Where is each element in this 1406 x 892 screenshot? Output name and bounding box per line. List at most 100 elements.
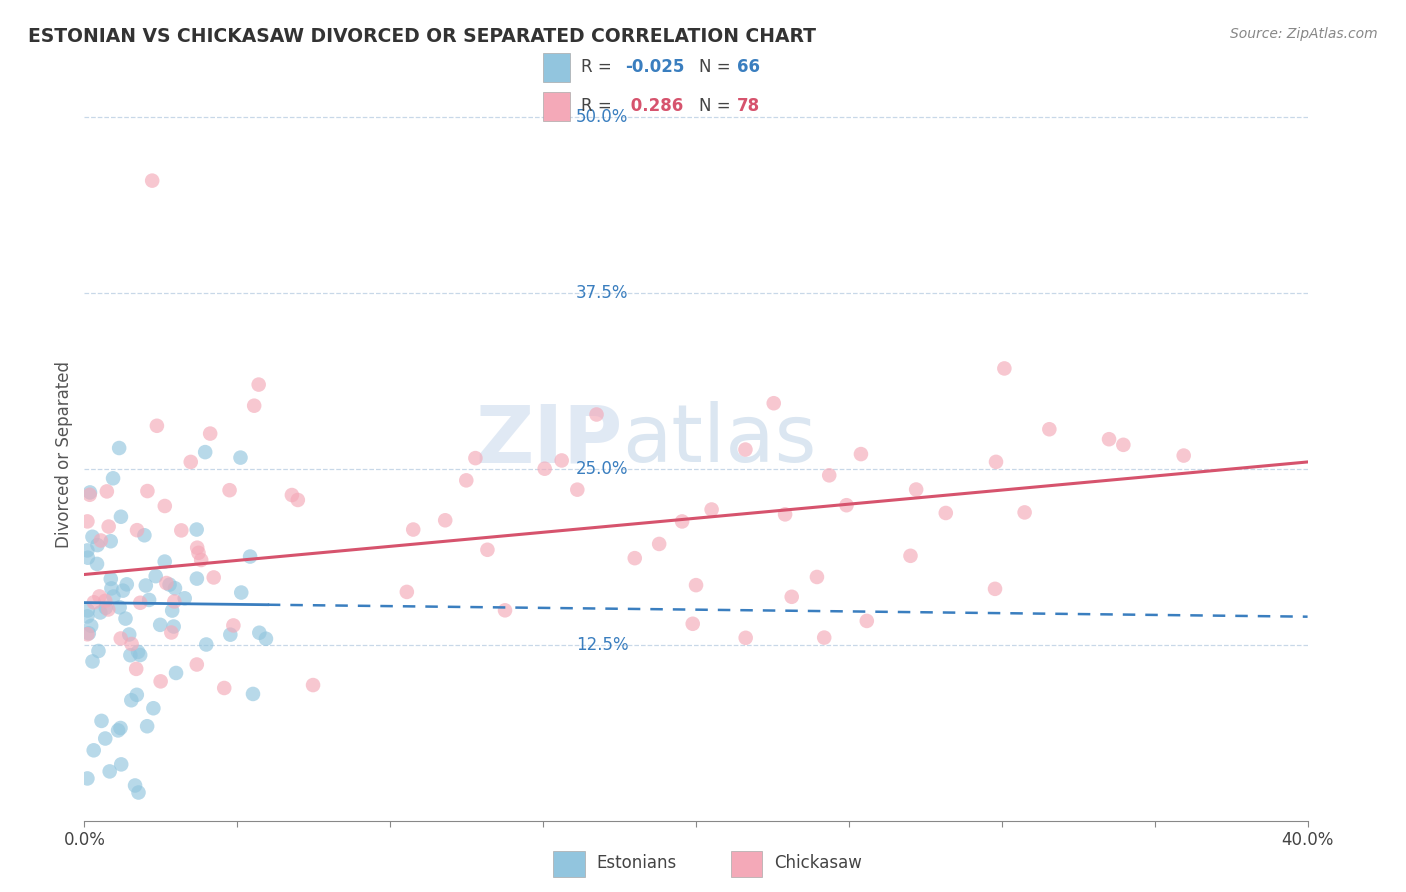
Point: [107, 723, 129, 738]
Point: [648, 537, 671, 551]
Text: ZIP: ZIP: [475, 401, 623, 479]
Point: [94, 594, 117, 608]
Point: [115, 577, 138, 591]
Point: [456, 474, 478, 488]
Point: [243, 399, 266, 413]
Point: [76, 550, 98, 565]
Point: [129, 648, 152, 662]
Point: [287, 493, 309, 508]
Point: [993, 361, 1015, 376]
Point: [281, 488, 304, 502]
Point: [623, 551, 645, 566]
Point: [849, 447, 872, 461]
Point: [163, 594, 186, 608]
Point: [90, 714, 112, 728]
Text: -0.025: -0.025: [624, 59, 685, 77]
Point: [163, 619, 186, 633]
Point: [165, 665, 187, 680]
Point: [82, 654, 104, 668]
Point: [110, 632, 132, 646]
Point: [1038, 422, 1060, 436]
Point: [110, 721, 132, 735]
Point: [198, 426, 221, 441]
Point: [402, 523, 425, 537]
Point: [806, 570, 828, 584]
Y-axis label: Divorced or Separated: Divorced or Separated: [55, 361, 73, 549]
Point: [100, 534, 122, 549]
Point: [202, 570, 225, 584]
Point: [1112, 438, 1135, 452]
Text: 37.5%: 37.5%: [576, 285, 628, 302]
Point: [120, 648, 142, 663]
Point: [125, 662, 148, 676]
Point: [247, 377, 270, 392]
Text: N =: N =: [699, 97, 730, 115]
Text: 12.5%: 12.5%: [576, 636, 628, 654]
Point: [187, 546, 209, 560]
Point: [98, 764, 121, 779]
Point: [110, 509, 132, 524]
Point: [186, 657, 208, 672]
Text: 25.0%: 25.0%: [576, 460, 628, 478]
Point: [108, 441, 131, 455]
Point: [118, 627, 141, 641]
Point: [110, 757, 132, 772]
Point: [160, 603, 183, 617]
Point: [121, 637, 143, 651]
Point: [395, 585, 418, 599]
Text: 50.0%: 50.0%: [576, 108, 628, 127]
Point: [682, 616, 704, 631]
Point: [138, 593, 160, 607]
Point: [551, 453, 574, 467]
Point: [76, 772, 98, 786]
Point: [89, 590, 111, 604]
Point: [494, 603, 516, 617]
Text: Chickasaw: Chickasaw: [773, 854, 862, 872]
Point: [1173, 449, 1195, 463]
Point: [762, 396, 785, 410]
Point: [134, 528, 156, 542]
Point: [94, 731, 117, 746]
Point: [76, 543, 98, 558]
Point: [195, 638, 218, 652]
Point: [567, 483, 589, 497]
Point: [163, 581, 186, 595]
Point: [180, 455, 202, 469]
Point: [96, 484, 118, 499]
Point: [86, 557, 108, 571]
FancyBboxPatch shape: [543, 54, 569, 82]
Point: [186, 523, 208, 537]
Point: [94, 600, 117, 615]
Point: [818, 468, 841, 483]
Text: R =: R =: [581, 97, 612, 115]
Point: [855, 614, 877, 628]
Point: [76, 609, 98, 624]
Point: [125, 523, 148, 537]
Point: [159, 577, 181, 591]
Point: [77, 626, 100, 640]
Point: [242, 687, 264, 701]
FancyBboxPatch shape: [731, 851, 762, 877]
Point: [190, 553, 212, 567]
Point: [239, 549, 262, 564]
Text: R =: R =: [581, 59, 612, 77]
Point: [129, 596, 152, 610]
Point: [671, 515, 693, 529]
Point: [111, 583, 134, 598]
Point: [231, 585, 253, 599]
Point: [984, 455, 1007, 469]
Point: [734, 442, 756, 457]
Point: [124, 779, 146, 793]
Point: [155, 576, 177, 591]
Text: atlas: atlas: [623, 401, 817, 479]
Point: [780, 590, 803, 604]
Text: N =: N =: [699, 59, 730, 77]
FancyBboxPatch shape: [543, 92, 569, 120]
Point: [76, 515, 98, 529]
Point: [302, 678, 325, 692]
Point: [149, 674, 172, 689]
Point: [254, 632, 277, 646]
Point: [136, 719, 159, 733]
Text: Source: ZipAtlas.com: Source: ZipAtlas.com: [1230, 27, 1378, 41]
Point: [83, 743, 105, 757]
